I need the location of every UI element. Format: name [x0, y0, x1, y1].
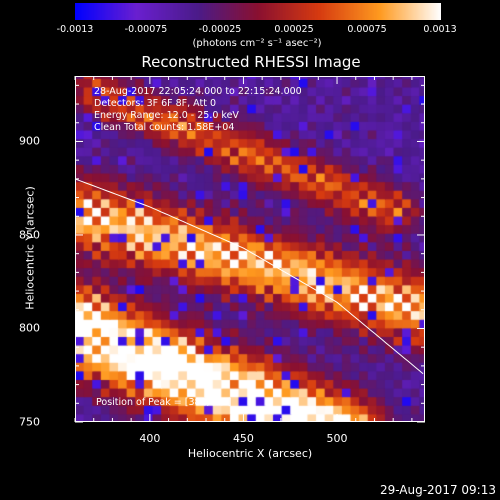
y-tick-label: 900: [19, 134, 40, 148]
x-tick-label: 400: [139, 432, 161, 445]
y-tick-label: 750: [19, 415, 40, 429]
chart-title: Reconstructed RHESSI Image: [141, 53, 361, 71]
info-total-counts: Clean Total counts: 1.58E+04: [94, 122, 235, 133]
info-energy-range: Energy Range: 12.0 - 25.0 keV: [94, 110, 239, 121]
colorbar-tick: 0.00075: [347, 24, 387, 35]
y-tick-label: 800: [19, 321, 40, 335]
info-time-range: 28-Aug-2017 22:05:24.000 to 22:15:24.000: [94, 86, 302, 97]
colorbar: [75, 3, 441, 20]
colorbar-tick: -0.00075: [124, 24, 168, 35]
date-stamp: 29-Aug-2017 09:13: [379, 483, 496, 497]
peak-position-label: Position of Peak = [381,782]: [96, 397, 232, 408]
colorbar-tick: 0.0013: [423, 24, 457, 35]
info-detectors: Detectors: 3F 6F 8F, Att 0: [94, 98, 217, 109]
colorbar-tick: 0.00025: [274, 24, 314, 35]
y-tick-label: 850: [19, 228, 40, 242]
colorbar-tick: -0.00025: [198, 24, 242, 35]
colorbar-tick: -0.0013: [56, 24, 94, 35]
x-tick-label: 500: [326, 432, 348, 445]
x-axis-label: Heliocentric X (arcsec): [187, 447, 313, 460]
y-axis-label: Heliocentric Y (arcsec): [23, 186, 37, 310]
colorbar-units: (photons cm⁻² s⁻¹ asec⁻²): [192, 38, 322, 49]
x-tick-label: 450: [232, 432, 254, 445]
